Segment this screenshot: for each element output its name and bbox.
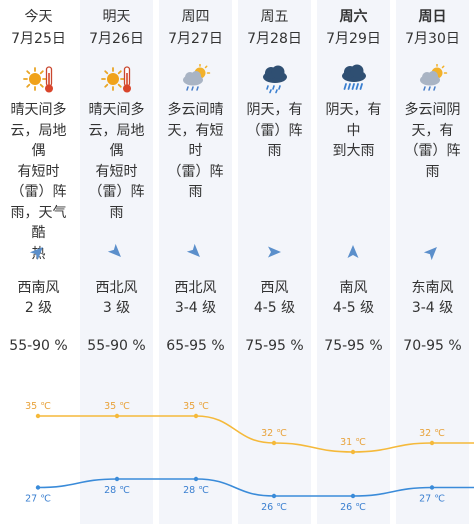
day-name: 周四: [181, 9, 210, 25]
low-temp-label: 27 ℃: [25, 494, 51, 505]
high-temp-point: [271, 440, 277, 446]
wind-arrow-icon: [107, 243, 125, 261]
day-name: 周日: [418, 9, 447, 25]
sun-thermometer-icon: [101, 64, 133, 94]
weather-description: 多云间阴 天，有 （雷）阵雨: [404, 102, 461, 180]
day-date: 7月27日: [168, 31, 223, 47]
day-name: 周六: [339, 9, 368, 25]
forecast-day-column: 明天 7月26日 晴天间多 云，局地偶 有短时 （雷）阵雨 西北风 3 级 55-90…: [80, 0, 153, 524]
sun-cloud-rain-icon: [417, 63, 449, 94]
low-temp-label: 26 ℃: [340, 502, 366, 513]
wind-level: 4-5 级: [332, 300, 375, 316]
wind-direction: 西风: [260, 280, 289, 296]
wind-level: 2 级: [24, 300, 53, 316]
low-temp-label: 26 ℃: [261, 502, 287, 513]
weather-description: 多云间晴 天，有短时 （雷）阵雨: [167, 102, 224, 200]
forecast-day-column: 周四 7月27日 多云间晴 天，有短时 （雷）阵雨 西北风 3-4 级 65-95 …: [159, 0, 232, 524]
wind-direction: 西北风: [95, 280, 138, 296]
day-date: 7月29日: [326, 31, 381, 47]
humidity: 70-95 %: [403, 338, 462, 354]
low-temp-label: 28 ℃: [104, 485, 130, 496]
humidity: 55-90 %: [87, 338, 146, 354]
wind-arrow-icon: [423, 243, 441, 261]
wind-level: 3-4 级: [411, 300, 454, 316]
weather-description: 阴天，有中 到大雨: [325, 102, 382, 159]
cloud-rain-icon: [259, 64, 291, 94]
high-temp-label: 32 ℃: [261, 428, 287, 439]
forecast-day-column: 周五 7月28日 阴天，有 （雷）阵雨 西风 4-5 级 75-95 %: [238, 0, 311, 524]
weather-description: 阴天，有 （雷）阵雨: [246, 102, 303, 159]
high-temp-point: [35, 413, 41, 419]
high-temp-label: 35 ℃: [104, 401, 130, 412]
forecast-day-column: 周六 7月29日 阴天，有中 到大雨 南风 4-5 级 75-95 %: [317, 0, 390, 524]
high-temp-line: [37, 415, 474, 453]
humidity: 75-95 %: [324, 338, 383, 354]
wind-level: 3 级: [102, 300, 131, 316]
wind-arrow-icon: [29, 243, 47, 261]
high-temp-label: 31 ℃: [340, 437, 366, 448]
weather-description: 晴天间多 云，局地偶 有短时 （雷）阵雨: [88, 102, 145, 221]
high-temp-label: 35 ℃: [25, 401, 51, 412]
forecast-day-column: 周日 7月30日 多云间阴 天，有 （雷）阵雨 东南风 3-4 级 70-95 %: [396, 0, 469, 524]
day-date: 7月25日: [11, 31, 66, 47]
day-date: 7月26日: [89, 31, 144, 47]
wind-level: 3-4 级: [174, 300, 217, 316]
day-name: 今天: [24, 9, 53, 25]
low-temp-label: 28 ℃: [183, 485, 209, 496]
high-temp-label: 35 ℃: [183, 401, 209, 412]
wind-arrow-icon: [344, 243, 362, 261]
wind-level: 4-5 级: [253, 300, 296, 316]
wind-direction: 西北风: [174, 280, 217, 296]
sun-thermometer-icon: [23, 64, 55, 94]
low-temp-point: [429, 485, 435, 490]
wind-arrow-icon: [265, 243, 283, 261]
wind-direction: 南风: [339, 280, 368, 296]
wind-direction: 东南风: [411, 280, 454, 296]
low-temp-point: [193, 476, 199, 482]
high-temp-point: [114, 413, 120, 419]
day-name: 明天: [102, 9, 131, 25]
low-temp-point: [114, 476, 120, 482]
wind-arrow-icon: [186, 243, 204, 261]
humidity: 75-95 %: [245, 338, 304, 354]
low-temp-label: 27 ℃: [419, 494, 445, 505]
high-temp-point: [193, 413, 199, 419]
day-date: 7月30日: [405, 31, 460, 47]
low-temp-point: [271, 493, 277, 499]
wind-direction: 西南风: [17, 280, 60, 296]
high-temp-label: 32 ℃: [419, 428, 445, 439]
low-temp-point: [35, 485, 41, 490]
day-name: 周五: [260, 9, 289, 25]
humidity: 65-95 %: [166, 338, 225, 354]
day-date: 7月28日: [247, 31, 302, 47]
humidity: 55-90 %: [9, 338, 68, 354]
high-temp-point: [429, 440, 435, 446]
cloud-heavy-rain-icon: [338, 64, 370, 94]
sun-cloud-rain-icon: [180, 63, 212, 94]
low-temp-point: [350, 493, 356, 499]
high-temp-point: [350, 449, 356, 455]
